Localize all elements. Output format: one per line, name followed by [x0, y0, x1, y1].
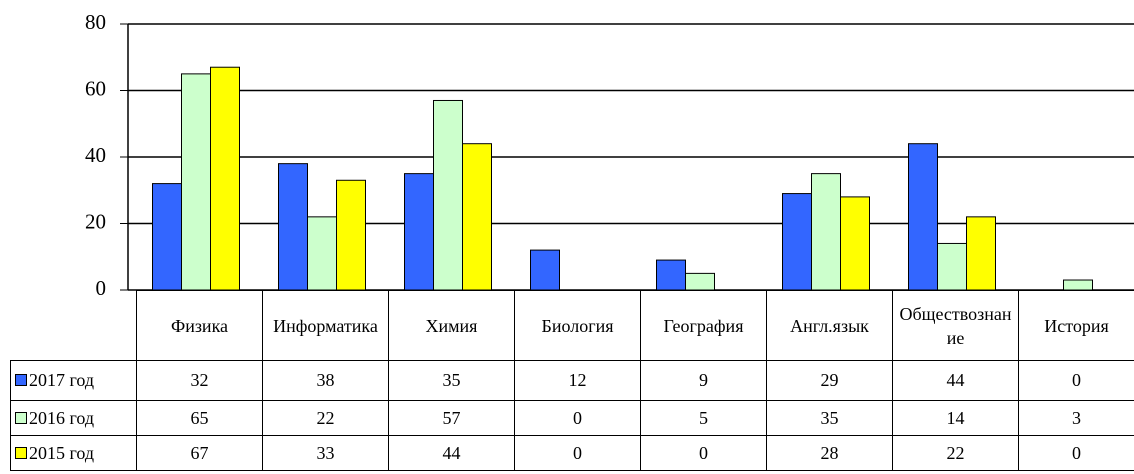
bar: [966, 216, 996, 291]
header-row: Физика Информатика Химия Биология География А…: [10, 290, 1134, 361]
data-cell: 5: [640, 400, 767, 436]
data-cell: 29: [766, 360, 893, 401]
bar: [181, 73, 211, 291]
blank-cell: [10, 290, 137, 361]
legend-swatch: [15, 374, 27, 386]
data-cell: 12: [514, 360, 641, 401]
data-cell: 14: [892, 400, 1019, 436]
data-row: 2016 год 65 22 57 0 5 35 14 3: [10, 400, 1134, 436]
bar: [210, 66, 240, 291]
data-cell: 44: [892, 360, 1019, 401]
data-cell: 35: [766, 400, 893, 436]
legend-label: 2015 год: [29, 442, 95, 463]
data-cell: 22: [262, 400, 389, 436]
bar: [404, 173, 434, 291]
data-cell: 0: [514, 400, 641, 436]
data-cell: 0: [514, 435, 641, 471]
data-cell: 38: [262, 360, 389, 401]
data-cell: 65: [136, 400, 263, 436]
bar: [1063, 279, 1093, 291]
x-tick-label: Биология: [514, 290, 641, 361]
x-tick-label: Информатика: [262, 290, 389, 361]
bar: [152, 183, 182, 291]
data-cell: 0: [640, 435, 767, 471]
bar: [336, 179, 366, 291]
data-cell: 3: [1018, 400, 1134, 436]
x-tick-label: Физика: [136, 290, 263, 361]
x-tick-label: История: [1018, 290, 1134, 361]
legend-swatch: [15, 446, 27, 459]
y-tick-label: 60: [85, 76, 106, 100]
x-tick-label: География: [640, 290, 767, 361]
bar: [278, 163, 308, 291]
data-cell: 57: [388, 400, 515, 436]
data-table: Физика Информатика Химия Биология География А…: [10, 290, 1134, 471]
data-cell: 33: [262, 435, 389, 471]
x-tick-label: Химия: [388, 290, 515, 361]
y-tick-label: 0: [96, 276, 107, 300]
bar: [462, 143, 492, 291]
bar: [433, 99, 463, 291]
data-cell: 35: [388, 360, 515, 401]
y-tick-label: 80: [85, 10, 106, 34]
bar: [937, 242, 967, 291]
bar: [840, 196, 870, 291]
y-tick-label: 40: [85, 143, 106, 167]
data-row: 2015 год 67 33 44 0 0 28 22 0: [10, 435, 1134, 471]
bar: [530, 249, 560, 291]
data-cell: 28: [766, 435, 893, 471]
bar: [811, 173, 841, 291]
x-tick-label: Англ.язык: [766, 290, 893, 361]
data-cell: 0: [1018, 435, 1134, 471]
bar: [782, 193, 812, 291]
y-tick-label: 20: [85, 209, 106, 233]
bar: [307, 216, 337, 291]
legend-entry: 2017 год: [10, 360, 137, 401]
data-cell: 32: [136, 360, 263, 401]
data-cell: 0: [1018, 360, 1134, 401]
legend-entry: 2016 год: [10, 400, 137, 436]
data-cell: 44: [388, 435, 515, 471]
data-row: 2017 год 32 38 35 12 9 29 44 0: [10, 360, 1134, 401]
data-cell: 67: [136, 435, 263, 471]
bar: [656, 259, 686, 291]
bar: [908, 143, 938, 291]
data-cell: 22: [892, 435, 1019, 471]
legend-swatch: [15, 411, 27, 424]
x-tick-label: Обществознание: [892, 290, 1019, 361]
data-cell: 9: [640, 360, 767, 401]
legend-label: 2017 год: [29, 370, 95, 390]
legend-entry: 2015 год: [10, 435, 137, 471]
bar: [685, 272, 715, 291]
legend-label: 2016 год: [29, 407, 95, 428]
